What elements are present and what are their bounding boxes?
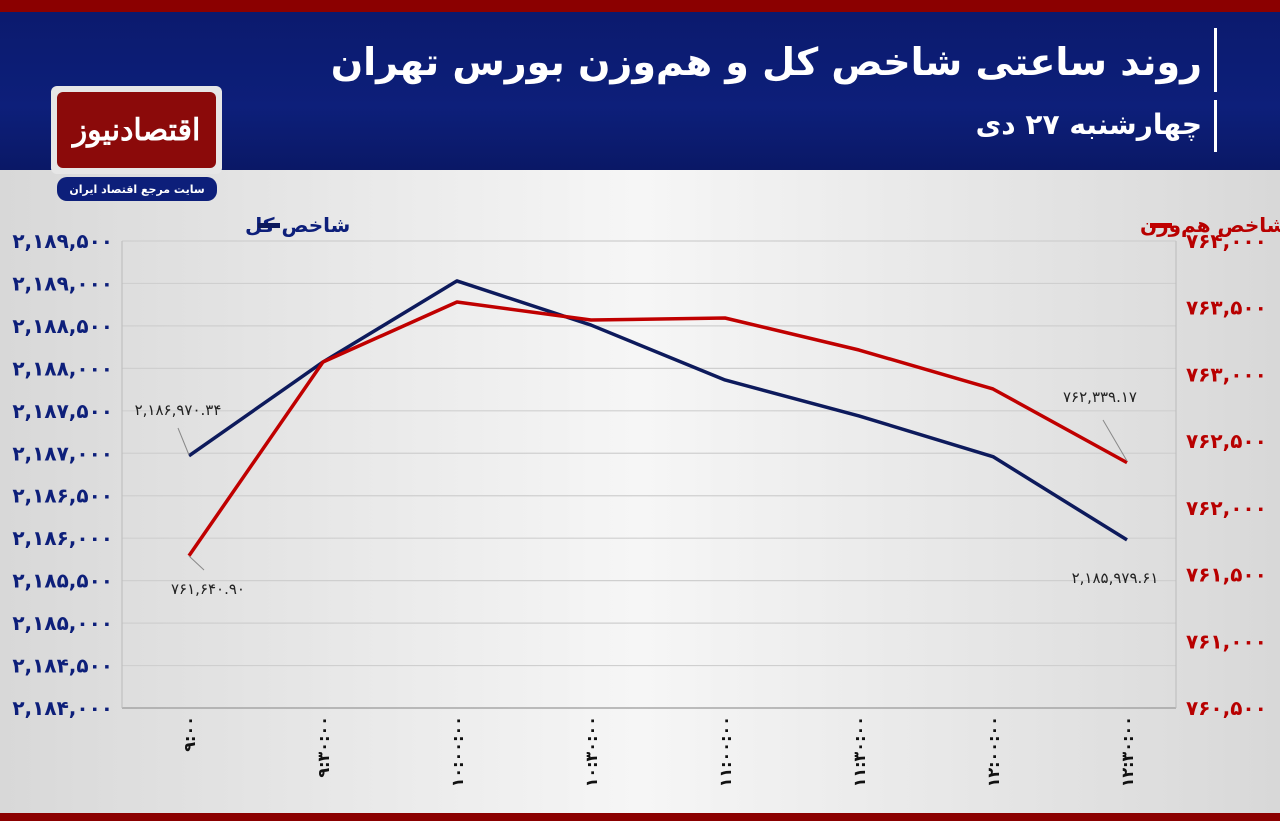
left-tick-label: ۲,۱۸۴,۰۰۰ — [12, 696, 113, 720]
left-tick-label: ۲,۱۸۹,۵۰۰ — [12, 229, 113, 253]
left-tick-label: ۲,۱۸۷,۵۰۰ — [12, 399, 113, 423]
right-tick-label: ۷۶۰,۵۰۰ — [1186, 696, 1267, 720]
x-tick-label: ۱۲:۳۰:۰۰ — [1118, 716, 1137, 787]
right-tick-label: ۷۶۴,۰۰۰ — [1186, 229, 1267, 253]
x-tick-label: ۹:۰۰ — [180, 716, 199, 752]
logo-text: اقتصادنیوز — [57, 92, 216, 168]
left-tick-label: ۲,۱۸۶,۵۰۰ — [12, 484, 113, 508]
title-divider — [1214, 28, 1217, 92]
x-tick-label: ۱۱:۰۰:۰۰ — [716, 716, 735, 787]
total-index-line — [187, 279, 1128, 542]
left-tick-label: ۲,۱۸۹,۰۰۰ — [12, 271, 113, 295]
legend-equal-swatch — [1150, 223, 1172, 228]
leader-line — [188, 555, 205, 571]
right-tick-label: ۷۶۱,۰۰۰ — [1186, 629, 1267, 653]
page-title: روند ساعتی شاخص کل و هم‌وزن بورس تهران — [330, 40, 1202, 84]
x-tick-label: ۱۱:۳۰:۰۰ — [850, 716, 869, 787]
x-tick-label: ۱۲:۰۰:۰۰ — [984, 716, 1003, 787]
legend-total-swatch — [258, 223, 280, 228]
right-tick-label: ۷۶۱,۵۰۰ — [1186, 563, 1267, 587]
equal-weight-index-line — [187, 300, 1128, 557]
left-tick-label: ۲,۱۸۴,۵۰۰ — [12, 654, 113, 678]
leader-line — [1102, 419, 1128, 462]
left-tick-label: ۲,۱۸۵,۵۰۰ — [12, 569, 113, 593]
logo: اقتصادنیوز — [51, 86, 222, 174]
right-tick-label: ۷۶۲,۵۰۰ — [1186, 429, 1267, 453]
right-tick-label: ۷۶۲,۰۰۰ — [1186, 496, 1267, 520]
left-tick-label: ۲,۱۸۵,۰۰۰ — [12, 611, 113, 635]
data-label-equal-last: ۷۶۲,۳۳۹.۱۷ — [1063, 388, 1137, 406]
data-label-total-last: ۲,۱۸۵,۹۷۹.۶۱ — [1072, 569, 1159, 587]
bottom-accent-bar — [0, 813, 1280, 821]
x-tick-label: ۹:۳۰:۰۰ — [314, 716, 333, 778]
left-tick-label: ۲,۱۸۸,۵۰۰ — [12, 314, 113, 338]
right-tick-label: ۷۶۳,۰۰۰ — [1186, 362, 1267, 386]
x-tick-label: ۱۰:۰۰:۰۰ — [448, 716, 467, 787]
page-subtitle: چهارشنبه ۲۷ دی — [975, 108, 1202, 141]
data-label-total-first: ۲,۱۸۶,۹۷۰.۳۴ — [135, 401, 222, 419]
left-tick-label: ۲,۱۸۷,۰۰۰ — [12, 441, 113, 465]
right-tick-label: ۷۶۳,۵۰۰ — [1186, 296, 1267, 320]
left-tick-label: ۲,۱۸۸,۰۰۰ — [12, 356, 113, 380]
leader-line — [177, 427, 190, 456]
subtitle-divider — [1214, 100, 1217, 152]
left-tick-label: ۲,۱۸۶,۰۰۰ — [12, 526, 113, 550]
x-tick-label: ۱۰:۳۰:۰۰ — [582, 716, 601, 787]
top-accent-bar — [0, 0, 1280, 12]
logo-tagline: سایت مرجع اقتصاد ایران — [57, 177, 217, 201]
data-label-equal-first: ۷۶۱,۶۴۰.۹۰ — [171, 580, 245, 598]
